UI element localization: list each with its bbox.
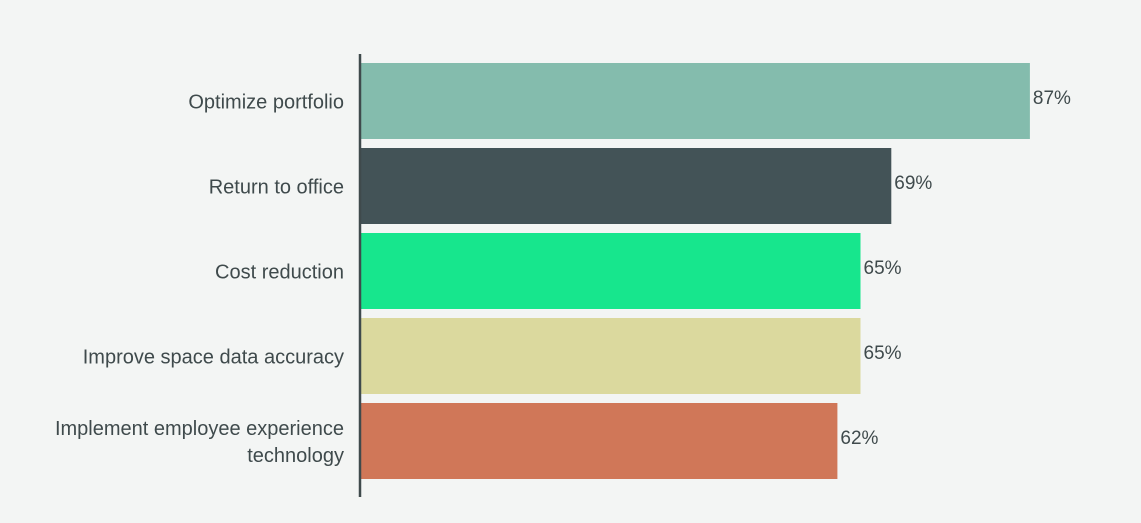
bar-3 xyxy=(360,318,861,394)
category-label-4: Implement employee experience technology xyxy=(55,418,344,467)
value-label-0: 87% xyxy=(1033,88,1071,109)
bar-0 xyxy=(360,63,1030,139)
bar-1 xyxy=(360,148,892,224)
category-label-2-line-0: Cost reduction xyxy=(215,261,344,283)
value-label-4: 62% xyxy=(840,428,878,449)
value-label-3: 65% xyxy=(864,343,902,364)
category-label-1: Return to office xyxy=(209,176,344,198)
bars-group xyxy=(360,63,1030,479)
category-label-0-line-0: Optimize portfolio xyxy=(188,91,344,113)
value-label-2: 65% xyxy=(864,258,902,279)
category-label-3: Improve space data accuracy xyxy=(83,346,344,368)
category-label-1-line-0: Return to office xyxy=(209,176,344,198)
bar-4 xyxy=(360,403,838,479)
bar-2 xyxy=(360,233,861,309)
value-labels-group: 87% 69% 65% 65% 62% xyxy=(840,88,1071,449)
category-label-4-line-0: Implement employee experience xyxy=(55,418,344,440)
category-label-2: Cost reduction xyxy=(215,261,344,283)
category-label-4-line-1: technology xyxy=(247,445,344,467)
category-labels-group: Optimize portfolio Return to office Cost r… xyxy=(55,91,344,467)
category-label-0: Optimize portfolio xyxy=(188,91,344,113)
category-label-3-line-0: Improve space data accuracy xyxy=(83,346,344,368)
value-label-1: 69% xyxy=(894,173,932,194)
